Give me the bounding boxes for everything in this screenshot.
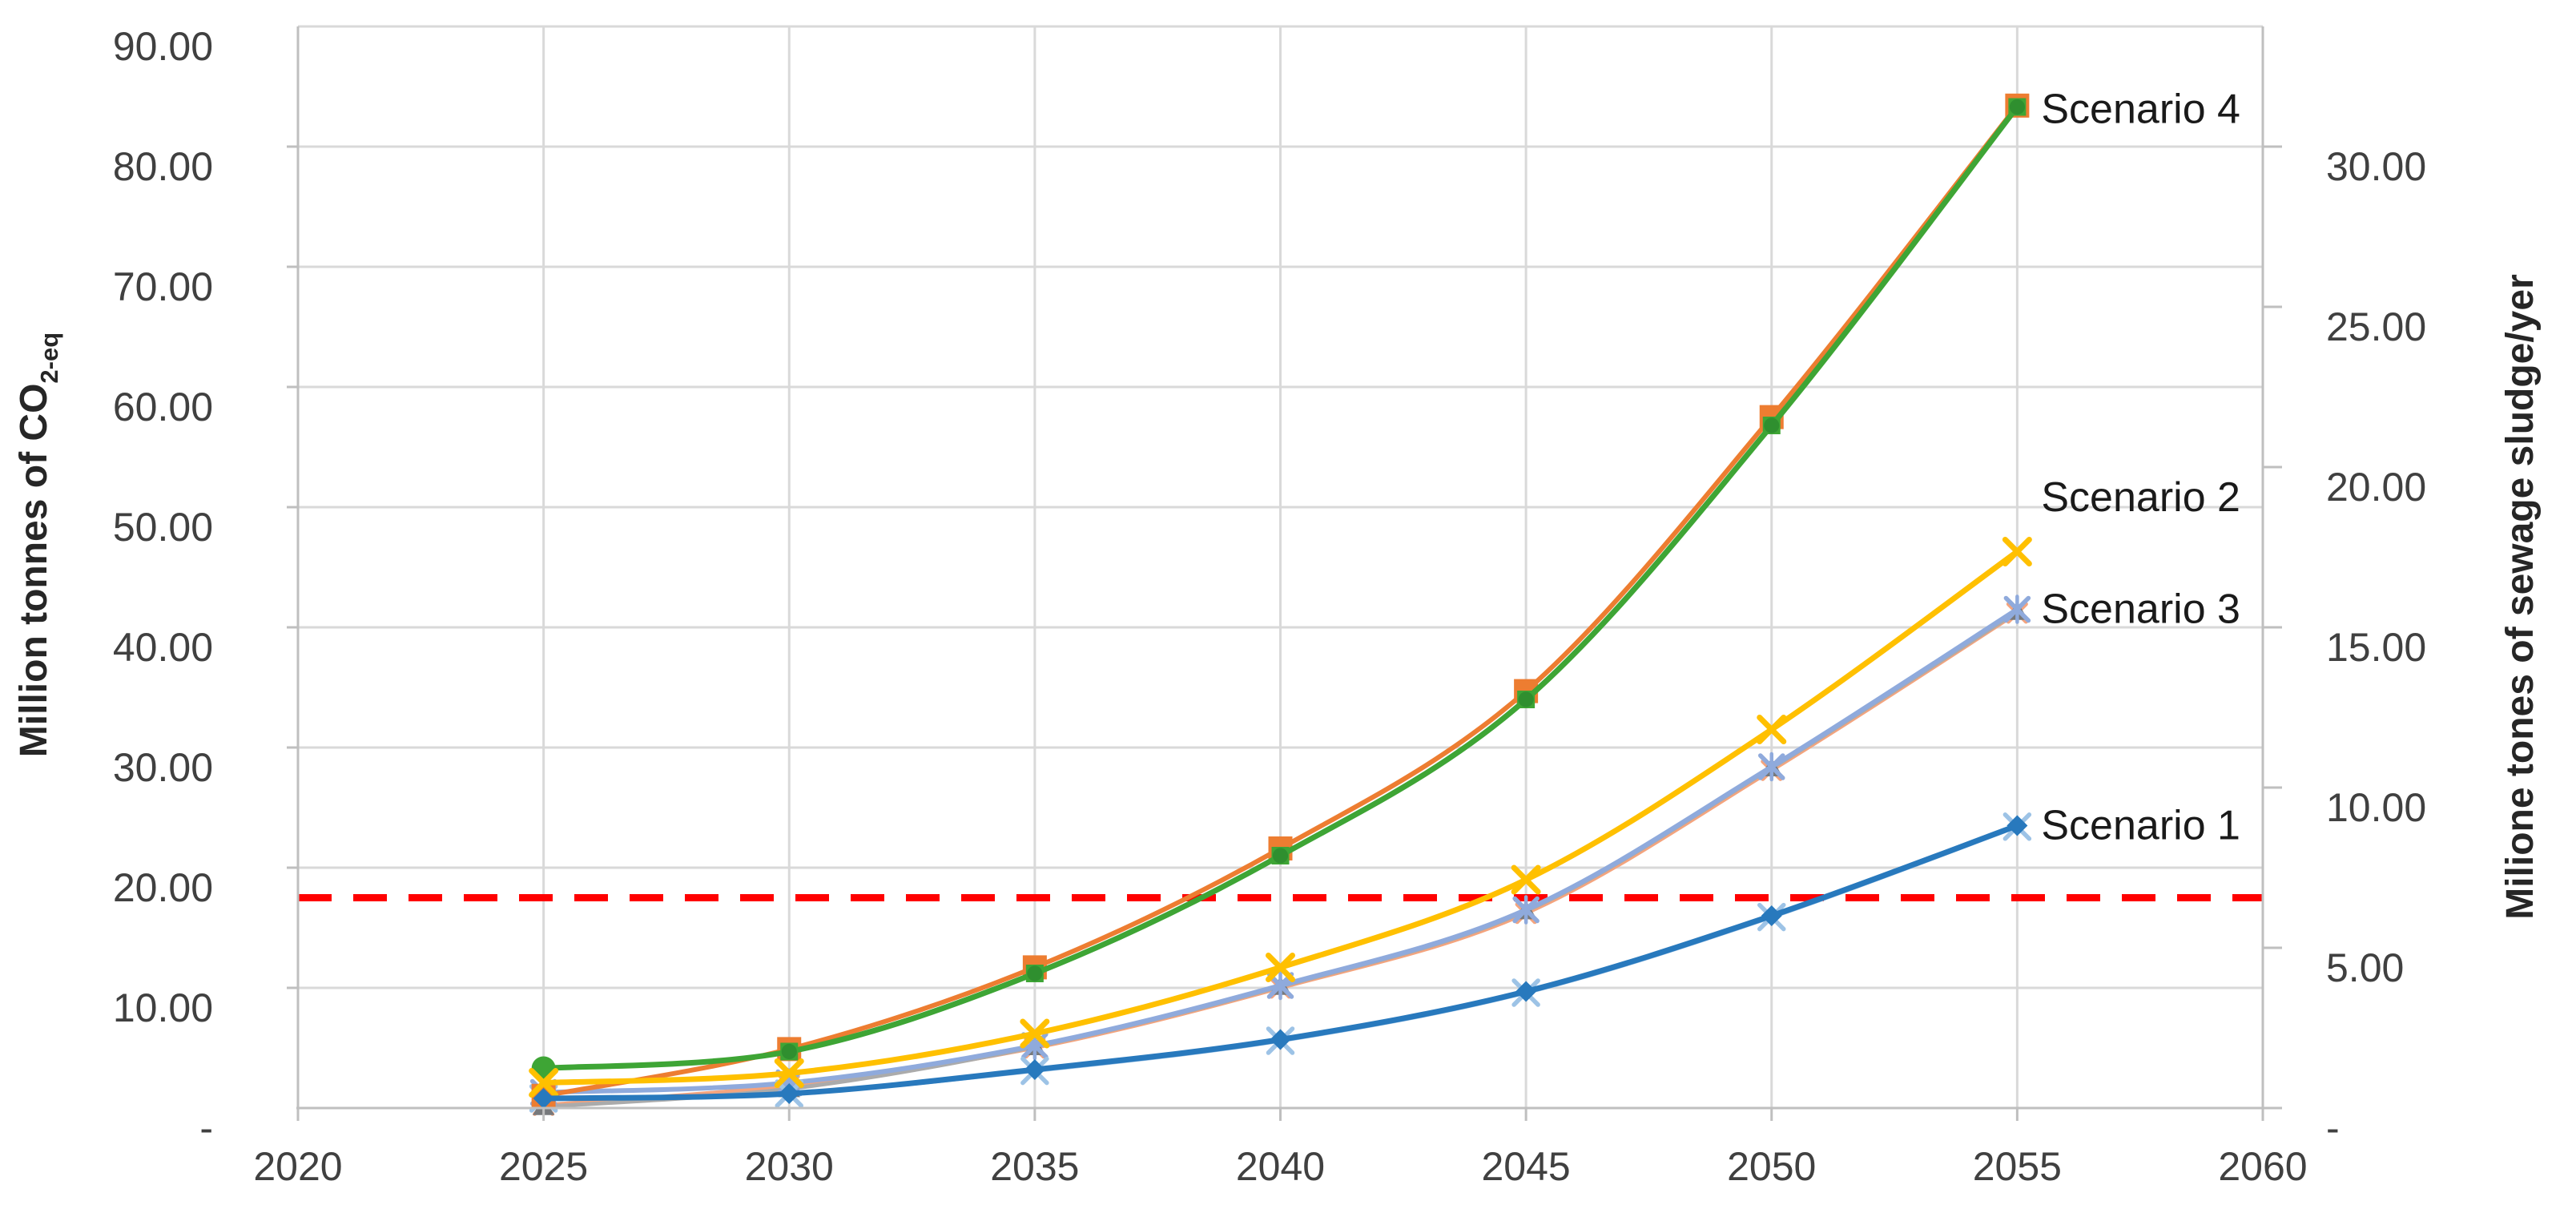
scenario-2-marker (774, 1058, 804, 1088)
left-axis-tick-label: 20.00 (113, 865, 213, 910)
right-axis-title: Milione tones of sewage sludge/yer (2499, 274, 2542, 920)
left-axis-tick-label: 30.00 (113, 745, 213, 790)
scenario-4-marker (1518, 691, 1534, 707)
annotation-scenario-3: Scenario 3 (2041, 586, 2240, 633)
annotation-scenario-4: Scenario 4 (2041, 87, 2240, 133)
scenario-4-line (541, 104, 2020, 1071)
x-axis-tick-label: 2050 (1727, 1144, 1816, 1189)
left-axis-tick-label: 60.00 (113, 385, 213, 429)
left-axis-tick-label: 10.00 (113, 985, 213, 1030)
scenario-2-marker (1020, 1018, 1050, 1049)
x-axis-tick-label: 2055 (1973, 1144, 2062, 1189)
annotation-scenario-1: Scenario 1 (2041, 803, 2240, 849)
scenario-2-marker (1266, 953, 1295, 982)
scenario-1-marker (533, 1088, 554, 1109)
scenario-2-marker (1511, 864, 1541, 895)
scenario-1-marker (1515, 981, 1537, 1002)
scenario-4-marker (1764, 417, 1780, 433)
annotation-scenario-2: Scenario 2 (2041, 474, 2240, 521)
scenario-1-marker (1024, 1059, 1045, 1080)
scenario-1-marker (1761, 905, 1782, 926)
x-axis-tick-label: 2035 (990, 1144, 1079, 1189)
series-scenario-2 (529, 537, 2032, 1098)
x-axis-tick-label: 2030 (745, 1144, 834, 1189)
right-axis-tick-label: 5.00 (2326, 945, 2404, 990)
left-axis-tick-label: 90.00 (113, 24, 213, 69)
left-axis-tick-label: 50.00 (113, 505, 213, 550)
left-axis-tick-label: 40.00 (113, 625, 213, 670)
scenario-4-marker (1027, 965, 1043, 981)
scenario-1-marker (1270, 1029, 1291, 1050)
right-axis-tick-label: 10.00 (2326, 785, 2426, 830)
series-layer (529, 93, 2032, 1116)
scenario-2-marker (529, 1068, 559, 1098)
right-axis-tick-label: - (2326, 1106, 2340, 1151)
axes-layer (287, 26, 2282, 1121)
left-axis-tick-label: 80.00 (113, 144, 213, 189)
left-axis-tick-label: 70.00 (113, 264, 213, 309)
right-axis-tick-label: 25.00 (2326, 304, 2426, 349)
right-axis-tick-label: 30.00 (2326, 144, 2426, 189)
x-axis-tick-label: 2045 (1482, 1144, 1571, 1189)
x-axis-tick-label: 2060 (2218, 1144, 2307, 1189)
x-axis-tick-label: 2040 (1236, 1144, 1325, 1189)
series-scenario-1 (533, 815, 2028, 1109)
left-axis-title: Million tonnes of CO2-eq (13, 332, 63, 757)
tick-labels-layer: 90.00 80.00 70.00 60.00 50.00 40.00 30.00 20.00… (113, 24, 2426, 1189)
series-scenario-4 (531, 98, 2027, 1081)
x-axis-tick-label: 2020 (253, 1144, 342, 1189)
scenario-4-sludge-line (541, 103, 2020, 1098)
scenario-4-marker (781, 1043, 797, 1060)
scenario-2-marker (1757, 715, 1787, 744)
gridlines (298, 25, 2263, 1108)
scenario-1-marker (2006, 815, 2028, 836)
scenario-4-marker (1272, 848, 1289, 864)
scenario-4-marker (2009, 99, 2025, 115)
left-axis-tick-label: - (199, 1106, 213, 1151)
right-axis-tick-label: 20.00 (2326, 465, 2426, 510)
annotations-layer: Scenario 4 Scenario 2 Scenario 3 Scenario 1 (2041, 87, 2240, 849)
right-axis-tick-label: 15.00 (2326, 625, 2426, 670)
scenario-1-marker (779, 1083, 800, 1104)
x-axis-tick-label: 2025 (499, 1144, 588, 1189)
scenario-2-marker (2002, 537, 2032, 566)
